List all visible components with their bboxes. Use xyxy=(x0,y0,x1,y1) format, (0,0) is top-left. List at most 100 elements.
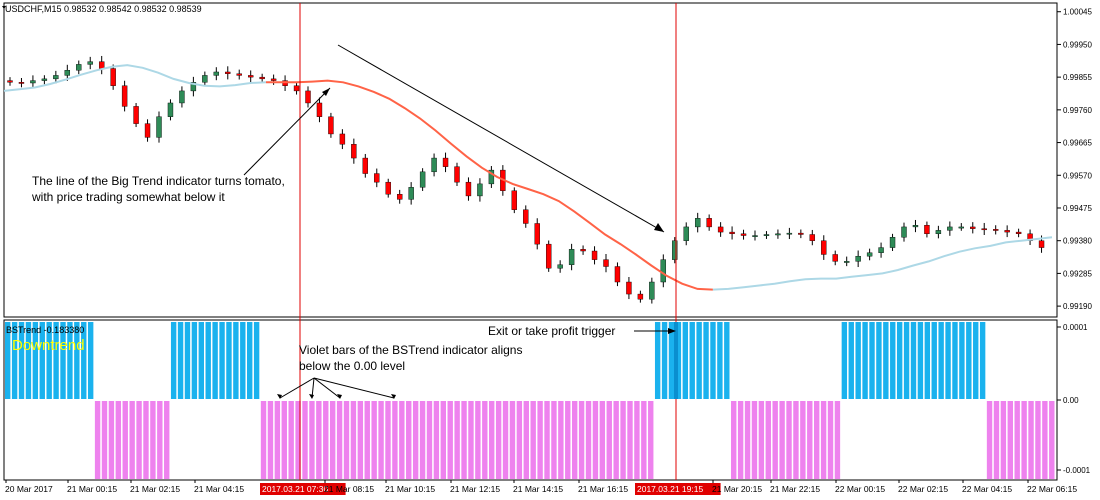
bstrend-down-bar xyxy=(751,401,758,479)
bear-candle xyxy=(362,157,369,174)
bstrend-down-bar xyxy=(316,401,322,479)
bstrend-down-bar xyxy=(164,401,170,479)
bstrend-up-bar xyxy=(855,322,861,399)
bull-candle xyxy=(87,61,93,65)
bear-candle xyxy=(133,106,139,124)
big-trend-arrow-head xyxy=(322,88,330,96)
bstrend-down-bar xyxy=(447,401,453,479)
symbol-ohlc-label: USDCHF,M15 0.98532 0.98542 0.98532 0.985… xyxy=(5,4,202,14)
bstrend-up-bar xyxy=(240,322,246,399)
bstrend-down-bar xyxy=(364,401,370,479)
bstrend-down-bar xyxy=(274,401,281,479)
bstrend-down-bar xyxy=(101,401,108,479)
big-trend-annotation: The line of the Big Trend indicator turn… xyxy=(32,174,285,204)
bear-candle xyxy=(523,209,529,224)
bull-candle xyxy=(76,64,82,71)
bear-candle xyxy=(121,85,128,107)
bstrend-up-bar xyxy=(696,322,702,399)
bstrend-up-bar xyxy=(689,322,695,399)
bstrend-down-bar xyxy=(475,401,481,479)
bstrend-down-bar xyxy=(309,401,315,479)
bstrend-up-bar xyxy=(25,322,32,399)
time-axis-label: 2017.03.21 07:30 xyxy=(262,484,328,494)
bstrend-down-bar xyxy=(1000,401,1007,479)
bull-candle xyxy=(488,169,495,185)
time-axis-label: 21 Mar 02:15 xyxy=(130,484,180,494)
bstrend-down-bar xyxy=(108,401,115,479)
bear-candle xyxy=(821,240,827,255)
bear-candle xyxy=(545,243,552,269)
bear-candle xyxy=(511,190,518,210)
bstrend-up-bar xyxy=(60,322,66,399)
bear-candle xyxy=(351,144,357,159)
bstrend-down-bar xyxy=(94,401,101,479)
bstrend-down-bar xyxy=(592,401,599,479)
exit-arrow-head xyxy=(668,328,676,334)
bear-candle xyxy=(798,232,804,235)
bull-candle xyxy=(419,171,426,188)
bstrend-down-bar xyxy=(779,401,785,479)
bstrend-up-bar xyxy=(205,322,211,399)
bstrend-down-bar xyxy=(986,401,993,479)
time-axis-highlight xyxy=(260,483,346,495)
trend-direction-arrow-head xyxy=(654,223,664,232)
price-axis-label: 0.99475 xyxy=(1063,204,1092,213)
bull-candle xyxy=(935,230,942,235)
bstrend-down-bar xyxy=(495,401,502,479)
bstrend-up-bar xyxy=(177,322,184,399)
big-trend-line-up-late xyxy=(712,236,1053,291)
time-axis-label: 21 Mar 04:15 xyxy=(194,484,244,494)
bstrend-up-bar xyxy=(253,322,260,399)
bstrend-down-bar xyxy=(800,401,806,479)
bstrend-down-bar xyxy=(433,401,440,479)
big-trend-arrow-line xyxy=(243,87,331,176)
bear-candle xyxy=(385,181,391,195)
bstrend-up-bar xyxy=(668,322,675,399)
bstrend-down-bar xyxy=(765,401,771,479)
bstrend-down-bar xyxy=(731,401,737,479)
bstrend-down-bar xyxy=(399,401,405,479)
bear-candle xyxy=(259,76,265,80)
bull-candle xyxy=(179,90,185,104)
bull-candle xyxy=(568,249,575,265)
violet-bars-arrow-head xyxy=(277,394,282,399)
bstrend-down-bar xyxy=(571,401,578,479)
bstrend-down-bar xyxy=(585,401,592,479)
bear-candle xyxy=(809,234,816,241)
bull-candle xyxy=(958,226,965,229)
bstrend-up-bar xyxy=(917,322,924,399)
time-axis-label: 20 Mar 2017 xyxy=(5,484,53,494)
bull-candle xyxy=(912,224,919,228)
bull-candle xyxy=(190,82,197,92)
bstrend-down-bar xyxy=(993,401,1000,479)
bstrend-up-bar xyxy=(675,322,682,399)
bull-candle xyxy=(694,218,701,228)
bstrend-up-bar xyxy=(945,322,951,399)
bstrend-up-bar xyxy=(32,322,39,399)
price-axis-label: 0.99950 xyxy=(1063,40,1092,49)
bstrend-up-bar xyxy=(39,322,45,399)
bear-candle xyxy=(328,116,334,135)
bstrend-up-bar xyxy=(67,322,73,399)
indicator-status-label: Downtrend xyxy=(12,337,85,354)
bstrend-down-bar xyxy=(343,401,350,479)
bstrend-down-bar xyxy=(288,401,294,479)
bstrend-up-bar xyxy=(87,322,94,399)
violet-bars-arrow-line xyxy=(279,377,315,399)
bull-candle xyxy=(64,70,71,76)
bstrend-down-bar xyxy=(537,401,543,479)
bstrend-up-bar xyxy=(890,322,896,399)
time-axis-label: 22 Mar 04:15 xyxy=(962,484,1012,494)
bull-candle xyxy=(878,247,884,253)
bstrend-down-bar xyxy=(267,401,274,479)
bstrend-up-bar xyxy=(938,322,944,399)
violet-bars-arrow-line xyxy=(313,377,341,399)
bull-candle xyxy=(167,102,174,117)
symbol-dropdown-icon xyxy=(2,6,6,9)
violet-bars-arrow-line xyxy=(313,377,395,399)
violet-bars-arrow-head xyxy=(337,394,342,399)
bstrend-down-bar xyxy=(122,401,128,479)
price-axis-label: 0.99570 xyxy=(1063,171,1092,180)
